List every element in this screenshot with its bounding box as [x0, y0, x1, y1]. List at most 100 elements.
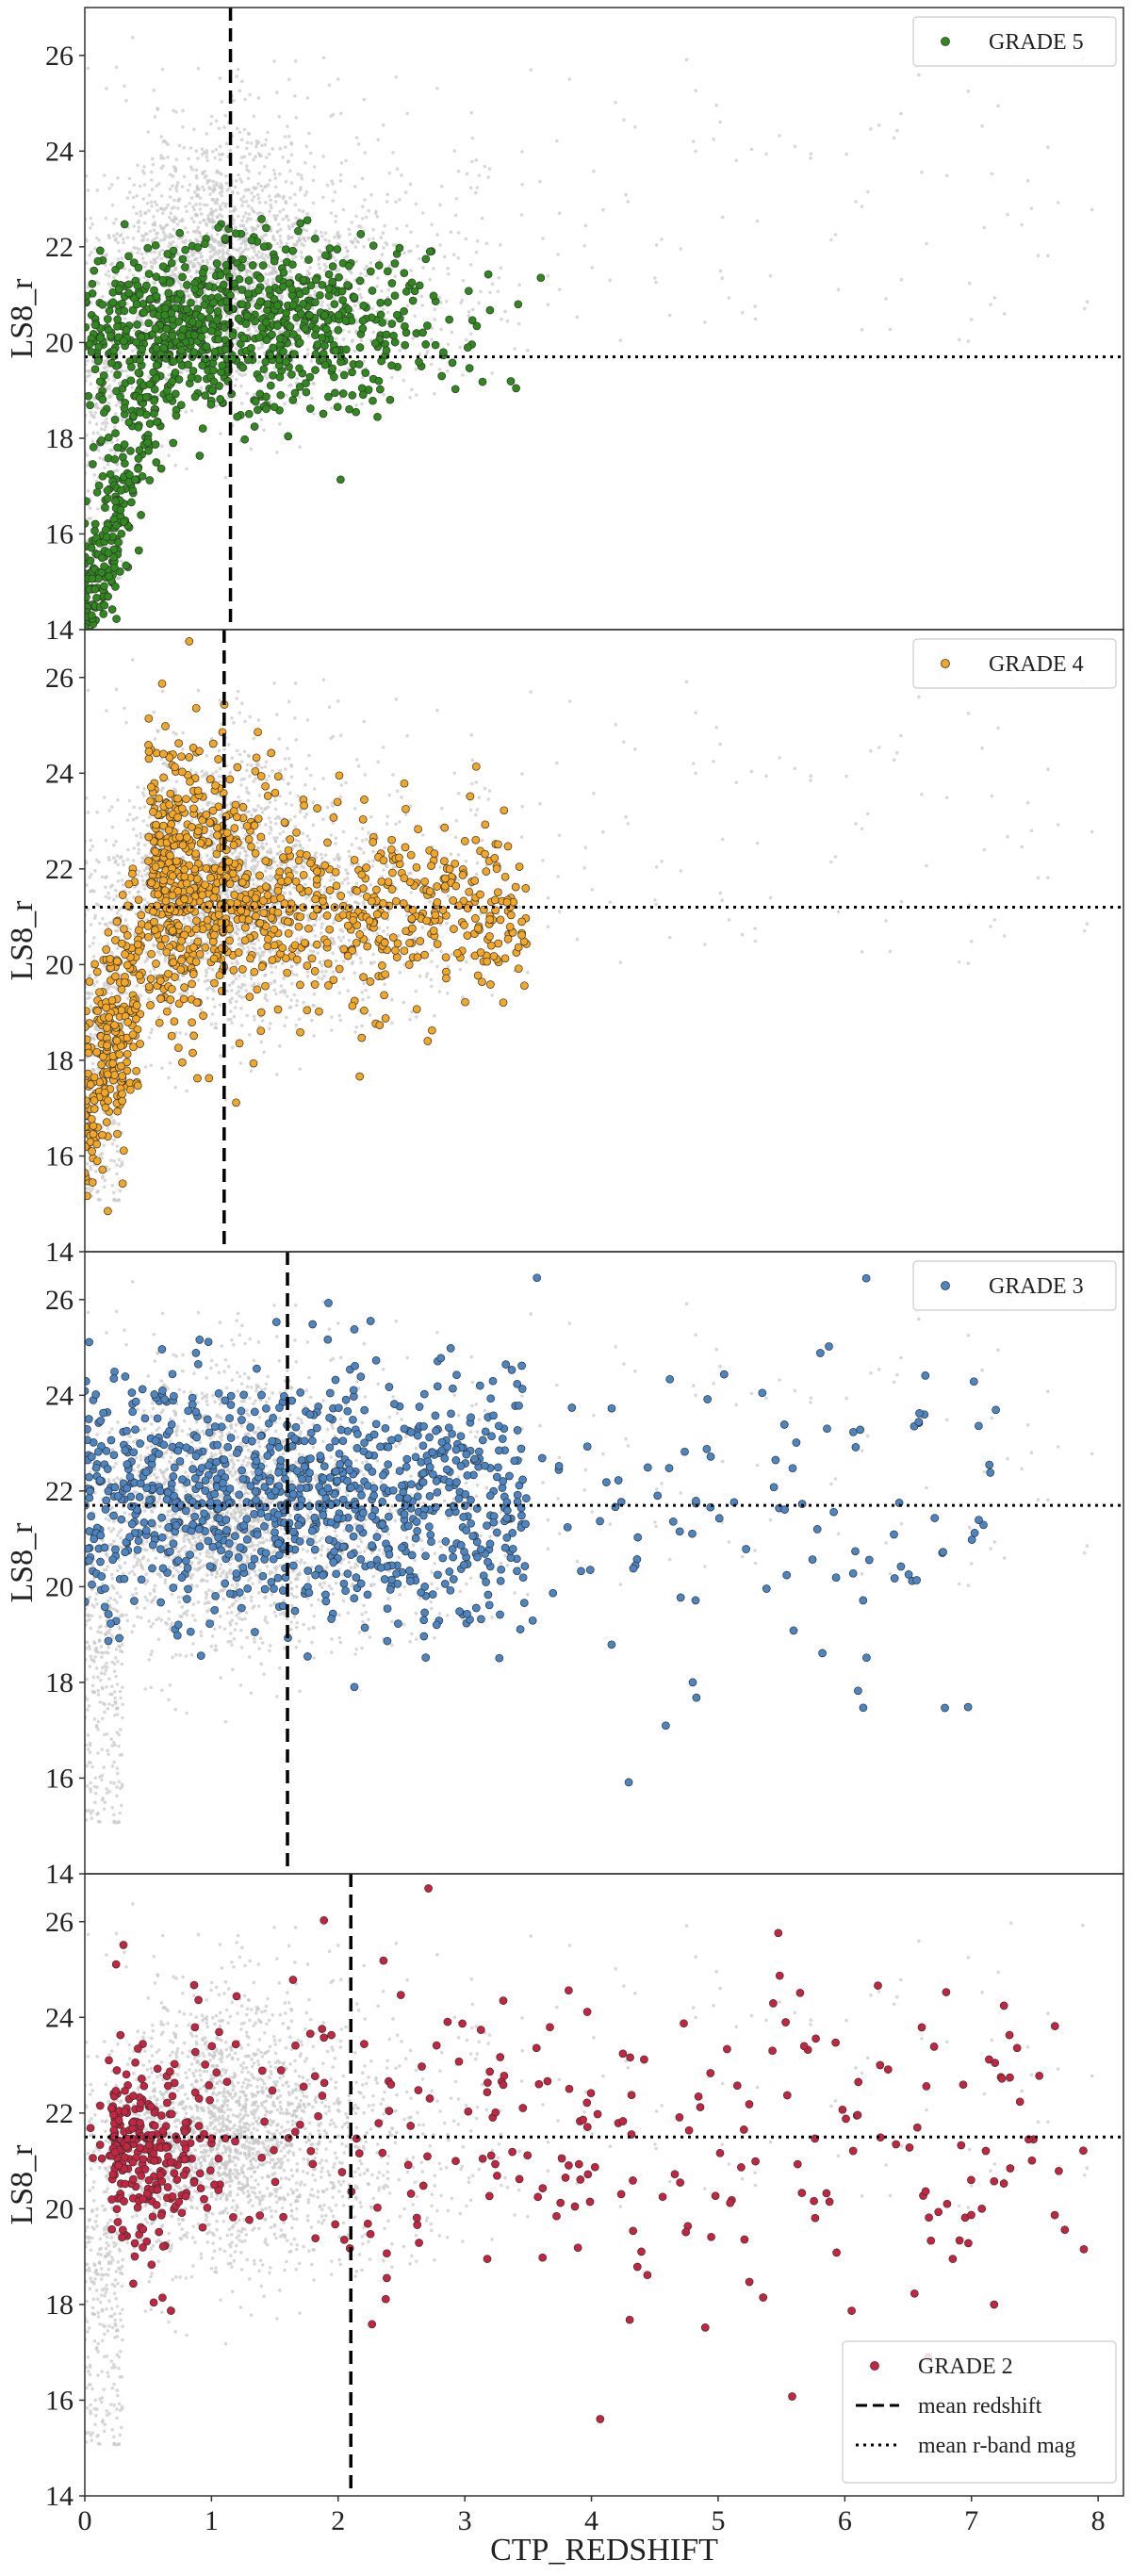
- background-point: [308, 151, 313, 156]
- background-point: [96, 406, 101, 410]
- data-point: [465, 364, 474, 372]
- background-point: [260, 345, 264, 350]
- background-point: [221, 202, 225, 205]
- background-point: [148, 970, 153, 974]
- background-point: [892, 758, 896, 763]
- background-point: [107, 891, 110, 895]
- background-point: [222, 244, 226, 248]
- background-point: [214, 769, 219, 774]
- background-point: [124, 720, 128, 725]
- background-point: [91, 955, 96, 959]
- background-point: [415, 1015, 418, 1019]
- background-point: [445, 299, 449, 304]
- background-point: [199, 234, 203, 238]
- data-point: [400, 269, 409, 278]
- background-point: [206, 217, 211, 221]
- background-point: [477, 796, 482, 799]
- background-point: [209, 856, 214, 860]
- background-point: [247, 212, 251, 216]
- background-point: [546, 895, 550, 900]
- background-point: [287, 891, 292, 894]
- background-point: [208, 271, 212, 275]
- data-point: [107, 331, 115, 340]
- data-point: [387, 361, 396, 370]
- data-point: [156, 464, 166, 473]
- background-point: [529, 68, 533, 72]
- background-point: [836, 287, 841, 292]
- background-point: [467, 310, 471, 314]
- background-point: [187, 254, 191, 259]
- background-point: [171, 174, 175, 178]
- background-point: [329, 1028, 334, 1032]
- background-point: [291, 222, 295, 226]
- background-point: [292, 993, 297, 997]
- data-point: [343, 281, 352, 289]
- background-point: [196, 225, 201, 230]
- background-point: [91, 942, 95, 945]
- background-point: [720, 898, 724, 902]
- background-point: [270, 828, 273, 832]
- background-point: [235, 369, 238, 373]
- data-point: [484, 270, 493, 279]
- data-point: [113, 370, 122, 379]
- background-point: [362, 851, 366, 855]
- data-point: [178, 254, 188, 264]
- background-point: [293, 203, 298, 206]
- data-point: [467, 316, 477, 325]
- background-point: [253, 1014, 256, 1019]
- background-point: [375, 215, 380, 219]
- background-point: [178, 219, 182, 223]
- background-point: [557, 211, 562, 216]
- background-point: [209, 234, 214, 238]
- data-point: [144, 319, 154, 328]
- background-point: [114, 403, 119, 407]
- background-point: [96, 507, 100, 511]
- background-point: [155, 184, 159, 189]
- data-point: [95, 246, 105, 255]
- data-point: [415, 357, 423, 367]
- data-point: [106, 639, 113, 647]
- background-point: [172, 220, 176, 224]
- background-point: [344, 158, 348, 163]
- background-point: [123, 317, 127, 320]
- data-point: [124, 418, 134, 427]
- background-point: [312, 992, 317, 996]
- background-point: [324, 969, 328, 974]
- background-point: [182, 146, 186, 150]
- background-point: [718, 269, 723, 273]
- background-point: [215, 198, 219, 202]
- background-point: [118, 401, 123, 405]
- data-point: [110, 416, 120, 424]
- background-point: [143, 1065, 148, 1069]
- background-point: [131, 237, 136, 240]
- background-point: [205, 223, 209, 227]
- background-point: [192, 127, 196, 131]
- background-point: [214, 147, 219, 152]
- background-point: [109, 992, 114, 995]
- background-point: [499, 243, 502, 247]
- background-point: [284, 145, 287, 149]
- background-point: [221, 248, 225, 252]
- data-point: [198, 361, 206, 369]
- background-point: [208, 250, 213, 254]
- background-point: [156, 950, 160, 954]
- background-point: [383, 845, 386, 850]
- background-point: [720, 215, 725, 220]
- background-point: [169, 211, 172, 215]
- background-point: [96, 449, 101, 452]
- background-point: [173, 463, 177, 468]
- background-point: [238, 237, 241, 241]
- data-point: [88, 279, 97, 288]
- data-point: [261, 357, 270, 367]
- data-point: [295, 364, 303, 373]
- background-point: [703, 320, 707, 324]
- background-point: [185, 369, 189, 373]
- background-point: [287, 218, 291, 222]
- background-point: [186, 915, 190, 920]
- data-point: [205, 282, 214, 290]
- background-point: [257, 172, 262, 175]
- background-point: [279, 863, 284, 867]
- data-point: [120, 440, 129, 449]
- background-point: [106, 926, 110, 929]
- background-point: [400, 796, 403, 799]
